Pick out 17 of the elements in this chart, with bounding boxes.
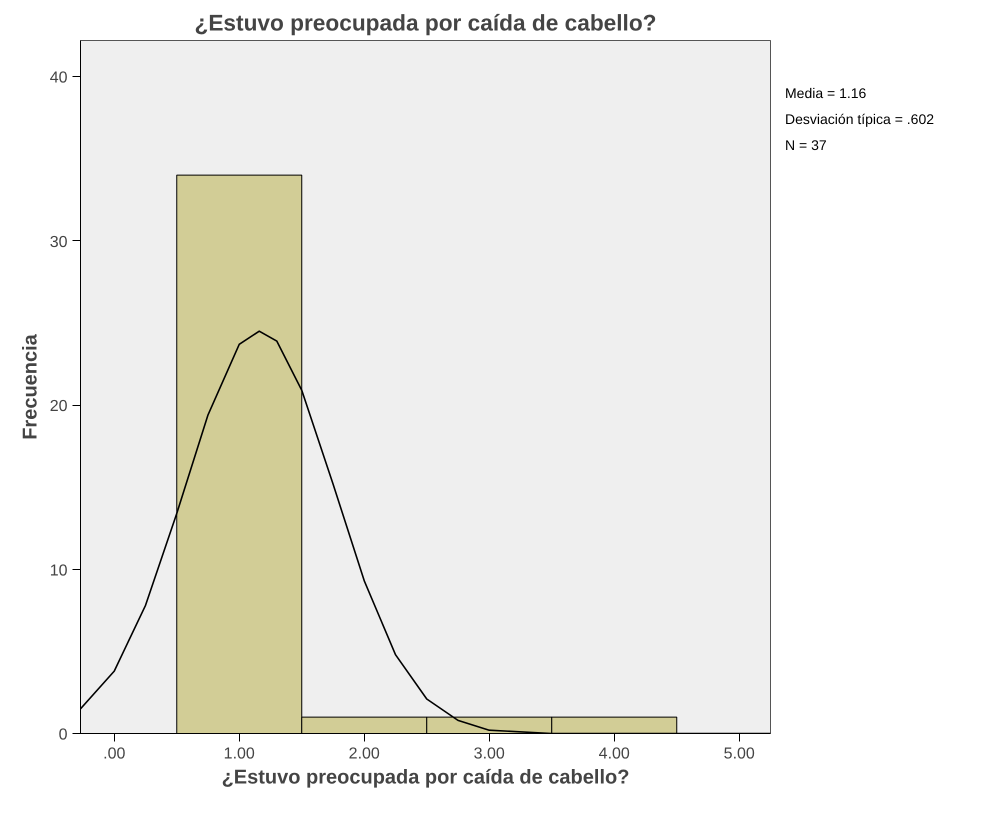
chart-title: ¿Estuvo preocupada por caída de cabello? — [194, 10, 657, 36]
y-tick-label: 10 — [50, 562, 68, 580]
x-tick-label: .00 — [103, 746, 126, 762]
y-tick-label: 0 — [58, 726, 68, 744]
y-tick-label: 20 — [50, 398, 68, 416]
x-tick-label: 4.00 — [598, 746, 630, 762]
x-tick-label: 5.00 — [724, 746, 755, 762]
x-tick-label: 1.00 — [224, 746, 255, 762]
y-axis-title: Frecuencia — [20, 333, 42, 440]
y-tick-label: 30 — [50, 234, 68, 251]
text: Desviación típica = .602 — [785, 111, 934, 127]
x-tick-label: 2.00 — [348, 746, 380, 762]
x-tick-label: 3.00 — [474, 746, 505, 762]
text: N = 37 — [785, 137, 827, 153]
y-tick-label: 40 — [50, 70, 68, 87]
text: Media = 1.16 — [785, 85, 866, 101]
x-axis-title: ¿Estuvo preocupada por caída de cabello? — [222, 766, 630, 788]
